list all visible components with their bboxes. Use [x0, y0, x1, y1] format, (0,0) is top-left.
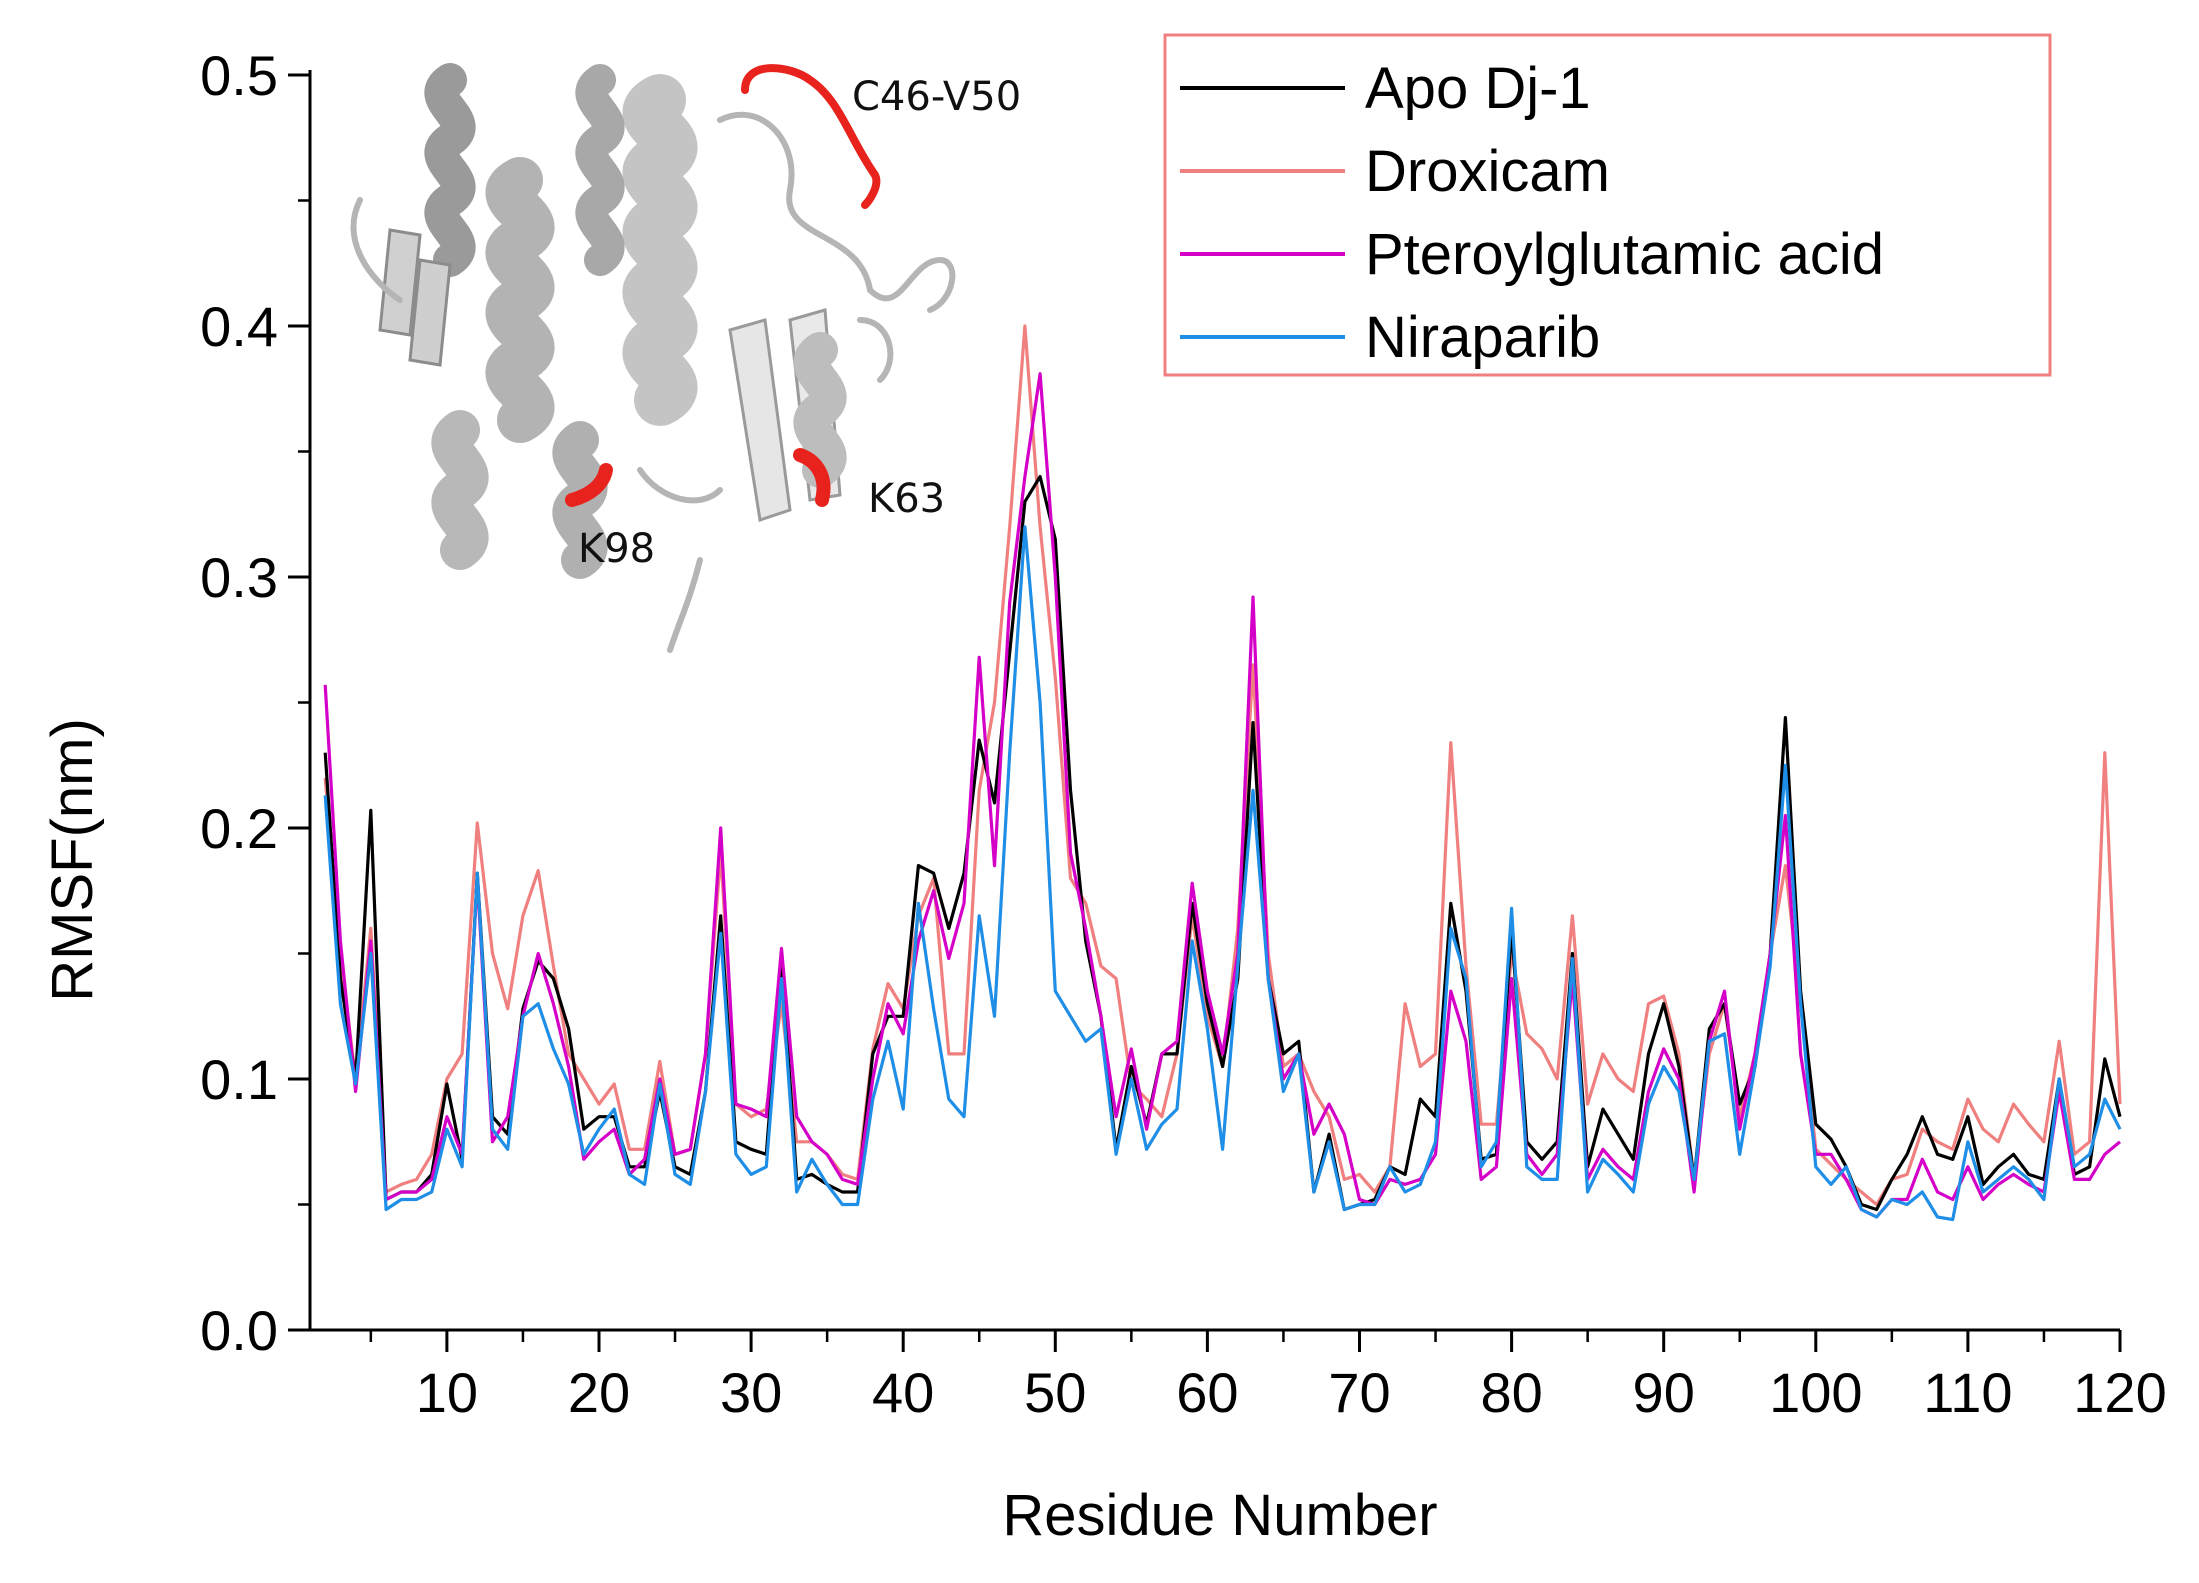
- y-axis-title: RMSF(nm): [40, 718, 105, 1002]
- inset-loop-3: [867, 256, 956, 313]
- y-tick-label: 0.3: [200, 546, 278, 609]
- inset-helix-1: [424, 63, 476, 277]
- inset-region-k98: [565, 463, 613, 507]
- x-tick-label: 30: [720, 1361, 782, 1424]
- legend: Apo Dj-1 Droxicam Pteroylglutamic acid Nira…: [1163, 33, 2052, 377]
- x-tick-label: 10: [416, 1361, 478, 1424]
- x-tick-label: 70: [1328, 1361, 1390, 1424]
- series-layer: [323, 324, 2122, 1222]
- x-axis-title: Residue Number: [1002, 1483, 1437, 1548]
- y-tick-label: 0.1: [200, 1048, 278, 1111]
- inset-region-c46-v50: [741, 64, 881, 209]
- inset-helix-3: [623, 74, 697, 426]
- x-tick-label: 80: [1480, 1361, 1542, 1424]
- y-tick-label: 0.0: [200, 1299, 278, 1362]
- series-line-niraparib: [323, 525, 2122, 1222]
- axes: [288, 70, 2122, 1352]
- inset-label-k98: K98: [578, 526, 655, 572]
- y-tick-label: 0.2: [200, 797, 278, 860]
- legend-label: Apo Dj-1: [1365, 56, 1591, 121]
- inset-sheet-4: [408, 258, 452, 367]
- inset-loop-6: [857, 317, 894, 383]
- x-tick-label: 100: [1769, 1361, 1862, 1424]
- inset-label-c46-v50: C46-V50: [852, 74, 1021, 120]
- x-tick-label: 50: [1024, 1361, 1086, 1424]
- legend-box: [1163, 33, 2052, 377]
- inset-loop-4: [667, 557, 703, 653]
- inset-label-k63: K63: [868, 476, 945, 522]
- y-tick-label: 0.4: [200, 295, 278, 358]
- tick-labels: 0.0 0.1 0.2 0.3 0.4 0.5 10 20 30 40 50 60 70 80 90 100 1…: [200, 44, 2167, 1424]
- x-tick-label: 40: [872, 1361, 934, 1424]
- inset-sheet-3: [378, 228, 422, 337]
- y-tick-label: 0.5: [200, 44, 278, 107]
- protein-structure-inset: C46-V50 K63 K98: [350, 63, 1021, 653]
- inset-helix-2: [486, 157, 554, 443]
- x-tick-label: 90: [1633, 1361, 1695, 1424]
- inset-loop-5: [637, 467, 723, 504]
- inset-helix-5: [431, 410, 489, 570]
- x-tick-label: 60: [1176, 1361, 1238, 1424]
- x-tick-label: 110: [1923, 1361, 2012, 1424]
- x-tick-label: 120: [2073, 1361, 2166, 1424]
- inset-sheet-1: [728, 318, 792, 522]
- inset-loop-1: [350, 197, 403, 303]
- inset-region-k63: [793, 448, 831, 507]
- inset-helix-6: [793, 332, 847, 488]
- legend-label: Pteroylglutamic acid: [1365, 222, 1884, 287]
- legend-label: Droxicam: [1365, 139, 1610, 204]
- x-tick-label: 20: [568, 1361, 630, 1424]
- legend-label: Niraparib: [1365, 305, 1600, 370]
- inset-loop-2: [717, 111, 873, 293]
- inset-helix-4: [575, 64, 625, 276]
